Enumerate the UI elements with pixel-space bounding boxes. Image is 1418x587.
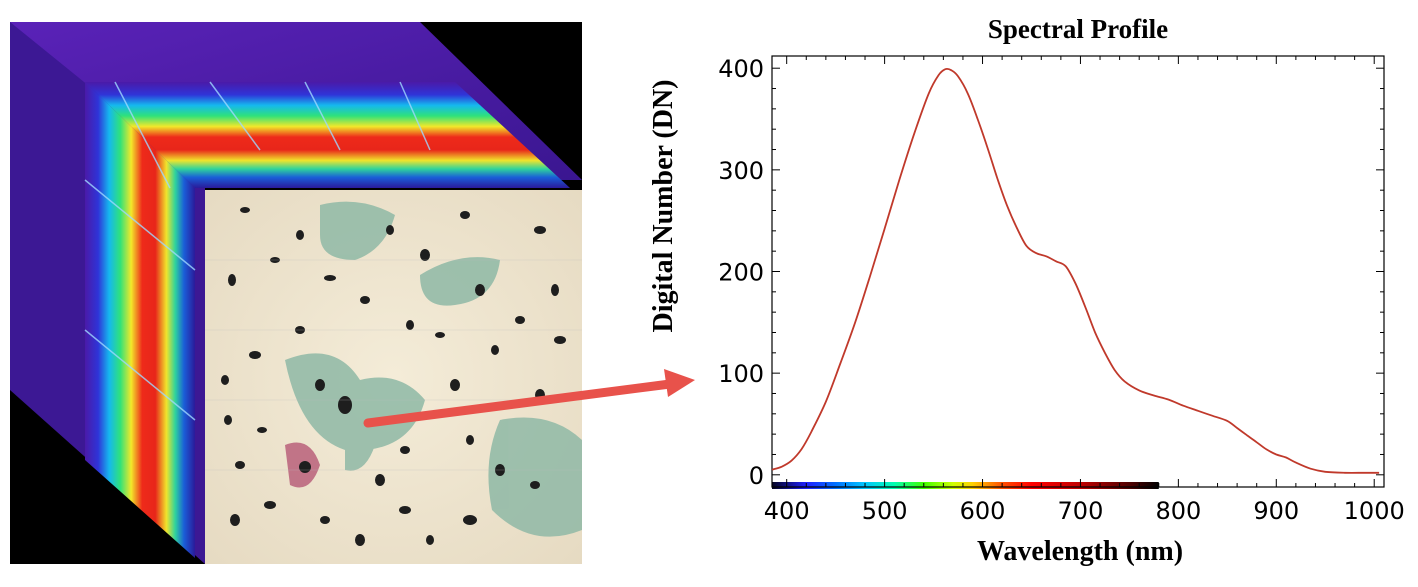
- tick-labels: 400 500 600 700 800 900 1000 0 100 200 300 400: [718, 55, 1405, 525]
- cube-side-band: [85, 82, 195, 558]
- band-separators: [84, 81, 431, 421]
- x-tick-label: 600: [960, 497, 1006, 525]
- cube-top-band: [85, 82, 570, 188]
- plot-frame: [771, 55, 1385, 488]
- y-axis-label: Digital Number (DN): [648, 79, 679, 332]
- x-tick-label: 1000: [1344, 497, 1405, 525]
- y-tick-label: 300: [718, 157, 764, 185]
- x-tick-label: 800: [1155, 497, 1201, 525]
- colorbar-strip: [772, 482, 1159, 489]
- spectrum-line: [771, 67, 1380, 474]
- axis-ticks: [772, 56, 1384, 487]
- y-tick-label: 200: [718, 259, 764, 287]
- wavelength-colorbar: [772, 482, 1159, 489]
- pointer-arrow: [363, 369, 695, 428]
- x-tick-label: 400: [764, 497, 810, 525]
- hyperspectral-cube: [10, 22, 582, 564]
- x-tick-label: 900: [1253, 497, 1299, 525]
- y-tick-label: 0: [749, 462, 764, 490]
- y-tick-label: 100: [718, 360, 764, 388]
- x-tick-label: 700: [1058, 497, 1104, 525]
- y-tick-label: 400: [718, 55, 764, 83]
- cell-nuclei: [221, 207, 566, 546]
- x-tick-label: 500: [862, 497, 908, 525]
- chart-title: Spectral Profile: [988, 14, 1168, 44]
- x-axis-label: Wavelength (nm): [977, 536, 1183, 567]
